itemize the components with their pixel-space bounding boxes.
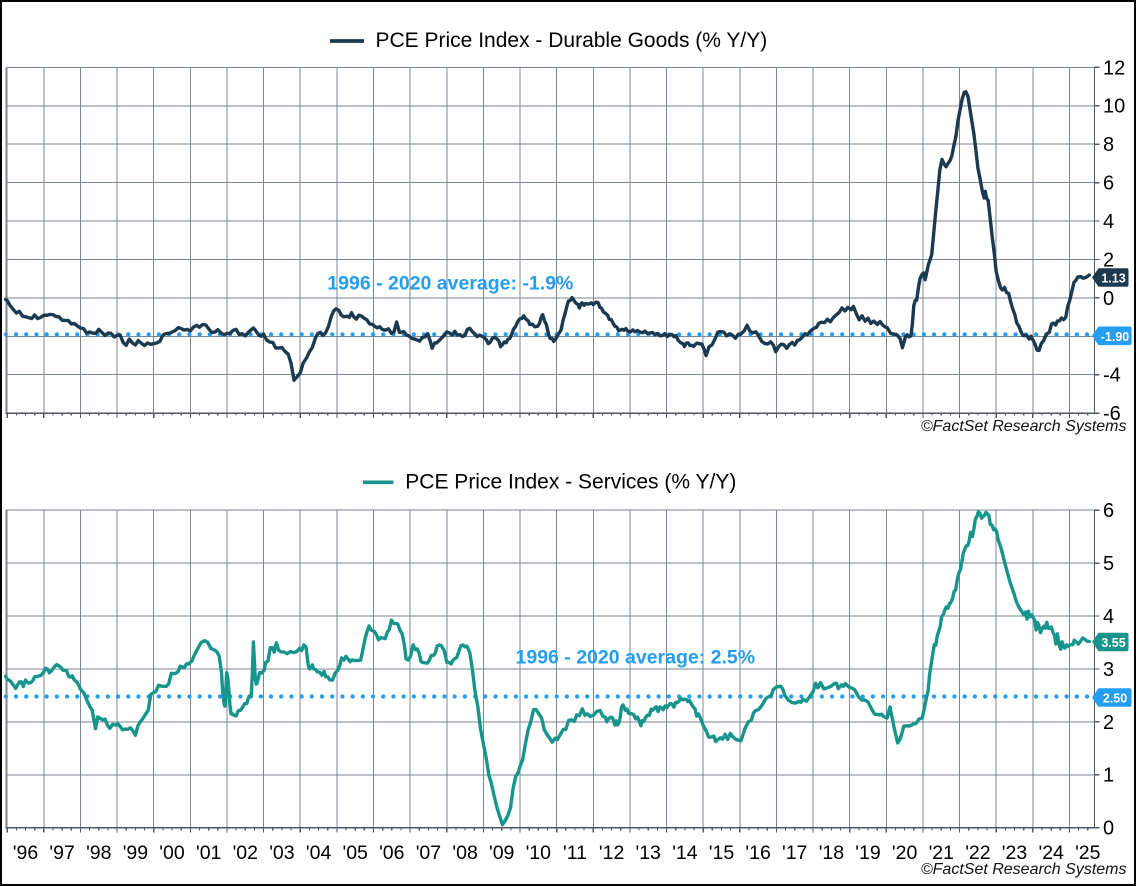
svg-text:'23: '23 — [1002, 842, 1027, 864]
svg-text:'97: '97 — [49, 842, 74, 864]
svg-text:1996 - 2020 average: 2.5%: 1996 - 2020 average: 2.5% — [516, 646, 756, 668]
svg-text:0: 0 — [1103, 818, 1114, 840]
svg-text:12: 12 — [1103, 57, 1125, 79]
svg-text:'15: '15 — [709, 842, 735, 864]
svg-text:'07: '07 — [416, 842, 441, 864]
svg-text:3.55: 3.55 — [1101, 636, 1125, 650]
svg-text:'12: '12 — [599, 842, 624, 864]
svg-text:'18: '18 — [819, 842, 844, 864]
svg-text:'98: '98 — [86, 842, 111, 864]
svg-text:'05: '05 — [342, 842, 368, 864]
svg-text:'03: '03 — [269, 842, 294, 864]
svg-text:PCE Price Index - Services (%: PCE Price Index - Services (% Y/Y) — [405, 471, 736, 494]
svg-text:'24: '24 — [1038, 842, 1064, 864]
svg-text:'06: '06 — [379, 842, 404, 864]
svg-text:1.13: 1.13 — [1101, 272, 1125, 286]
svg-text:6: 6 — [1103, 500, 1114, 522]
svg-text:'01: '01 — [196, 842, 221, 864]
svg-text:6: 6 — [1103, 173, 1114, 195]
svg-text:'00: '00 — [159, 842, 185, 864]
svg-text:'16: '16 — [745, 842, 770, 864]
svg-text:'17: '17 — [782, 842, 807, 864]
svg-text:'14: '14 — [672, 842, 698, 864]
svg-text:'21: '21 — [929, 842, 954, 864]
svg-text:3: 3 — [1103, 659, 1114, 681]
svg-text:10: 10 — [1103, 96, 1125, 118]
svg-text:'22: '22 — [965, 842, 990, 864]
svg-text:©FactSet Research Systems: ©FactSet Research Systems — [921, 418, 1127, 435]
svg-text:'08: '08 — [452, 842, 477, 864]
svg-text:2: 2 — [1103, 712, 1114, 734]
svg-text:2.50: 2.50 — [1103, 692, 1127, 706]
svg-text:'11: '11 — [563, 842, 587, 864]
svg-text:'99: '99 — [123, 842, 148, 864]
svg-text:'13: '13 — [635, 842, 660, 864]
svg-text:'09: '09 — [489, 842, 514, 864]
svg-text:©FactSet Research Systems: ©FactSet Research Systems — [921, 861, 1127, 878]
svg-text:8: 8 — [1103, 134, 1114, 156]
svg-text:4: 4 — [1103, 211, 1114, 233]
svg-text:2: 2 — [1103, 249, 1114, 271]
svg-text:-1.90: -1.90 — [1101, 330, 1130, 344]
svg-text:5: 5 — [1103, 553, 1114, 575]
svg-text:'25: '25 — [1075, 842, 1101, 864]
svg-text:1996 - 2020 average: -1.9%: 1996 - 2020 average: -1.9% — [327, 273, 573, 295]
svg-text:-6: -6 — [1103, 403, 1121, 425]
svg-text:'02: '02 — [233, 842, 258, 864]
svg-text:'96: '96 — [13, 842, 38, 864]
svg-text:PCE Price Index - Durable Good: PCE Price Index - Durable Goods (% Y/Y) — [376, 29, 768, 52]
svg-text:-4: -4 — [1103, 365, 1121, 387]
svg-text:'10: '10 — [526, 842, 552, 864]
svg-text:'20: '20 — [892, 842, 918, 864]
svg-text:'04: '04 — [306, 842, 332, 864]
svg-text:'19: '19 — [855, 842, 880, 864]
svg-text:1: 1 — [1103, 765, 1114, 787]
svg-text:4: 4 — [1103, 606, 1114, 628]
svg-text:0: 0 — [1103, 288, 1114, 310]
